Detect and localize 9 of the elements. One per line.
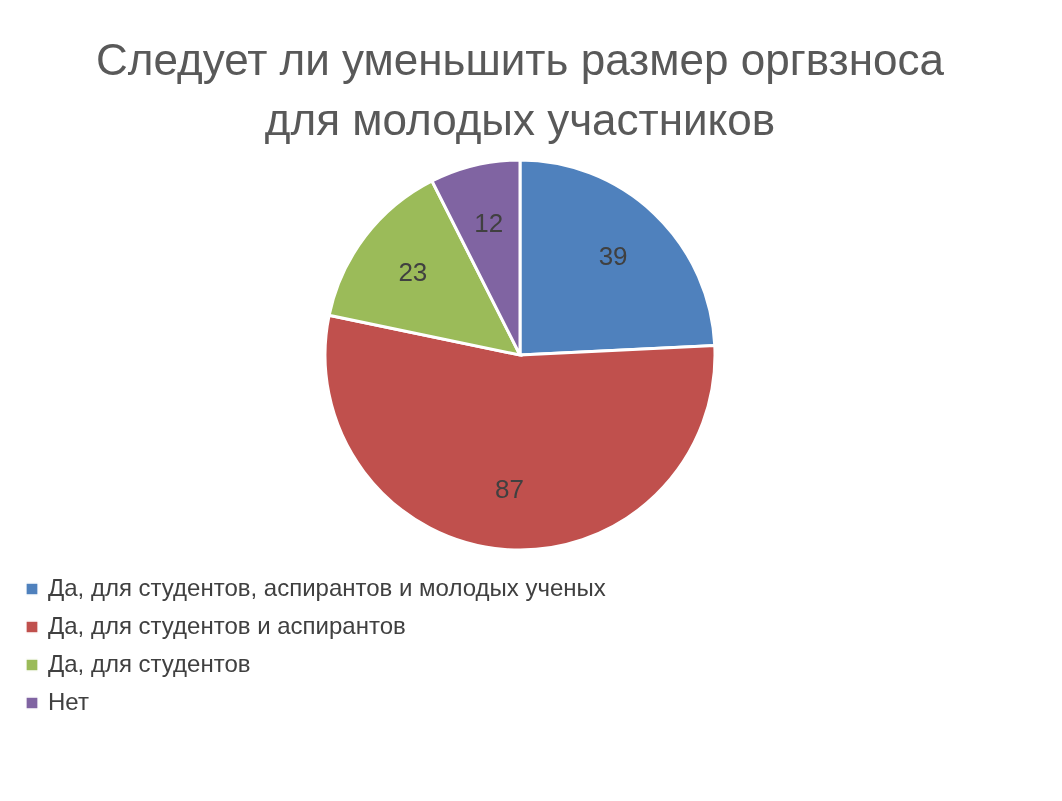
legend-label: Да, для студентов, аспирантов и молодых ученых — [48, 574, 606, 601]
data-label: 87 — [495, 473, 524, 504]
data-label: 12 — [474, 207, 504, 238]
legend-label: Да, для студентов и аспирантов — [48, 612, 406, 639]
data-label: 23 — [398, 256, 428, 287]
legend-label: Нет — [48, 688, 89, 715]
legend-label: Да, для студентов — [48, 650, 251, 677]
data-label: 39 — [598, 241, 628, 272]
chart-title: Следует ли уменьшить размер оргвзноса для молодых участников — [96, 35, 945, 144]
